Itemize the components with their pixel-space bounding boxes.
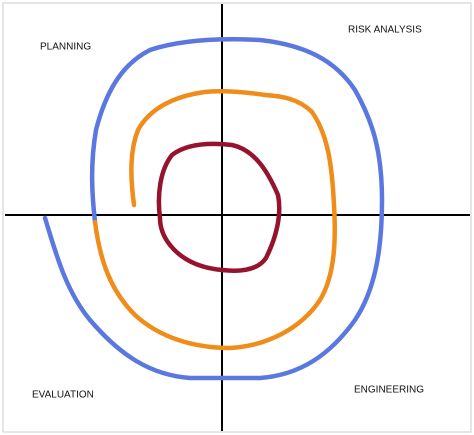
quadrant-label: RISK ANALYSIS: [348, 25, 422, 36]
quadrant-label: PLANNING: [40, 42, 91, 53]
inner-spiral: [156, 141, 282, 273]
middle-spiral: [92, 88, 338, 351]
quadrant-label: ENGINEERING: [354, 385, 424, 396]
outer-spiral: [42, 37, 385, 381]
quadrant-label: EVALUATION: [32, 390, 94, 401]
